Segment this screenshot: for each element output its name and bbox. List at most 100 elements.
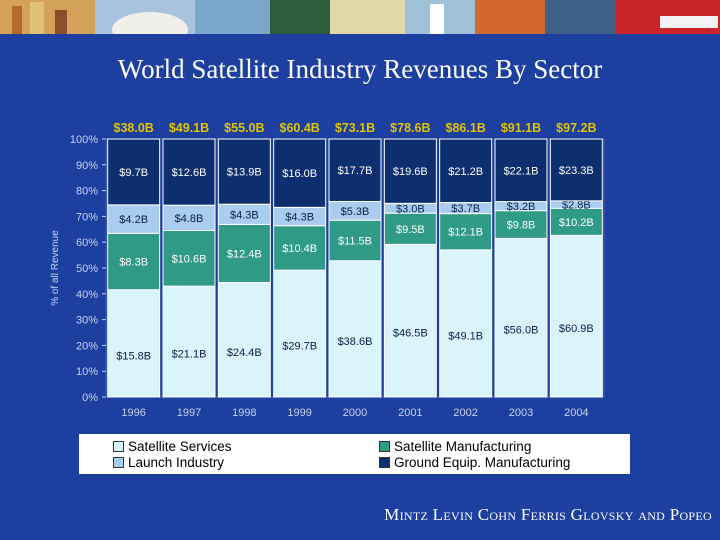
legend-item-launch-industry: Launch Industry bbox=[113, 455, 224, 470]
legend-swatch bbox=[113, 441, 124, 452]
segment-value-label: $10.4B bbox=[282, 243, 317, 255]
legend-label: Ground Equip. Manufacturing bbox=[394, 455, 571, 470]
legend-label: Satellite Manufacturing bbox=[394, 439, 532, 454]
x-tick-label: 2001 bbox=[398, 407, 422, 419]
bar-segment bbox=[383, 243, 437, 398]
bar-total-label: $60.4B bbox=[280, 121, 320, 135]
bar-segment bbox=[273, 138, 327, 208]
y-tick-label: 40% bbox=[76, 289, 98, 301]
bar-segment bbox=[439, 213, 493, 251]
segment-value-label: $3.7B bbox=[451, 203, 480, 215]
bar-total-label: $91.1B bbox=[501, 121, 541, 135]
segment-value-label: $3.2B bbox=[507, 201, 536, 213]
segment-value-label: $29.7B bbox=[282, 341, 317, 353]
y-tick-label: 70% bbox=[76, 211, 98, 223]
segment-value-label: $11.5B bbox=[338, 235, 372, 247]
segment-value-label: $12.1B bbox=[448, 227, 483, 239]
bar-segment bbox=[107, 232, 161, 291]
segment-value-label: $2.8B bbox=[562, 200, 591, 212]
bar-segment bbox=[328, 219, 382, 262]
legend-item-satellite-manufacturing: Satellite Manufacturing bbox=[379, 439, 531, 454]
x-tick-label: 1996 bbox=[121, 407, 145, 419]
bar-segment bbox=[549, 138, 603, 202]
bar-total-label: $73.1B bbox=[335, 121, 375, 135]
bar-segment bbox=[383, 212, 437, 245]
bar-segment bbox=[217, 138, 271, 205]
y-tick-label: 80% bbox=[76, 186, 98, 198]
bar-total-label: $78.6B bbox=[390, 121, 430, 135]
segment-value-label: $9.7B bbox=[119, 167, 148, 179]
bar-segment bbox=[494, 138, 548, 203]
segment-value-label: $8.3B bbox=[119, 257, 148, 269]
bar-segment bbox=[107, 204, 161, 234]
segment-value-label: $10.2B bbox=[559, 217, 594, 229]
x-tick-label: 1999 bbox=[287, 407, 311, 419]
bar-segment bbox=[494, 237, 548, 398]
y-tick-label: 30% bbox=[76, 315, 98, 327]
segment-value-label: $56.0B bbox=[504, 325, 539, 337]
segment-value-label: $10.6B bbox=[172, 253, 207, 265]
bar-segment bbox=[273, 225, 327, 271]
segment-value-label: $16.0B bbox=[282, 168, 317, 180]
segment-value-label: $21.1B bbox=[172, 349, 207, 361]
legend-item-satellite-services: Satellite Services bbox=[113, 439, 232, 454]
segment-value-label: $4.2B bbox=[119, 214, 148, 226]
bar-segment bbox=[439, 249, 493, 398]
y-tick-label: 20% bbox=[76, 340, 98, 352]
segment-value-label: $22.1B bbox=[504, 165, 539, 177]
bar-segment bbox=[328, 138, 382, 202]
bar-total-label: $38.0B bbox=[114, 121, 154, 135]
x-tick-label: 2003 bbox=[509, 407, 533, 419]
segment-value-label: $24.4B bbox=[227, 347, 262, 359]
legend-item-ground-equipment: Ground Equip. Manufacturing bbox=[379, 455, 570, 470]
bar-total-label: $49.1B bbox=[169, 121, 209, 135]
segment-value-label: $15.8B bbox=[116, 350, 151, 362]
segment-value-label: $23.3B bbox=[559, 165, 594, 177]
chart-legend: Satellite Services Launch Industry Satel… bbox=[79, 434, 630, 474]
bar-segment bbox=[328, 260, 382, 398]
bar-segment bbox=[549, 207, 603, 236]
legend-label: Launch Industry bbox=[128, 455, 225, 470]
y-tick-label: 50% bbox=[76, 263, 98, 275]
segment-value-label: $38.6B bbox=[338, 336, 373, 348]
segment-value-label: $17.7B bbox=[338, 165, 373, 177]
bar-segment bbox=[162, 204, 216, 231]
segment-value-label: $3.0B bbox=[396, 203, 425, 215]
y-tick-label: 10% bbox=[76, 366, 98, 378]
bar-total-label: $55.0B bbox=[224, 121, 264, 135]
bar-segment bbox=[107, 289, 161, 398]
segment-value-label: $12.6B bbox=[172, 167, 207, 179]
segment-value-label: $9.8B bbox=[507, 220, 536, 232]
bar-segment bbox=[217, 282, 271, 398]
firm-name-footer: Mintz Levin Cohn Ferris Glovsky and Pope… bbox=[384, 505, 712, 524]
bar-segment bbox=[549, 234, 603, 398]
y-tick-label: 0% bbox=[82, 392, 98, 404]
segment-value-label: $13.9B bbox=[227, 167, 262, 179]
legend-swatch bbox=[379, 441, 390, 452]
segment-value-label: $4.3B bbox=[285, 212, 314, 224]
bar-segment bbox=[162, 229, 216, 287]
segment-value-label: $4.8B bbox=[175, 213, 204, 225]
y-tick-label: 100% bbox=[70, 134, 98, 146]
bar-total-label: $86.1B bbox=[446, 121, 486, 135]
bar-segment bbox=[217, 223, 271, 284]
legend-swatch bbox=[113, 457, 124, 468]
x-tick-label: 2002 bbox=[453, 407, 477, 419]
x-tick-label: 2000 bbox=[343, 407, 367, 419]
segment-value-label: $60.9B bbox=[559, 323, 594, 335]
segment-value-label: $46.5B bbox=[393, 328, 428, 340]
segment-value-label: $5.3B bbox=[341, 206, 370, 218]
segment-value-label: $21.2B bbox=[448, 166, 483, 178]
x-tick-label: 2004 bbox=[564, 407, 588, 419]
y-tick-label: 90% bbox=[76, 160, 98, 172]
bar-segment bbox=[439, 138, 493, 204]
legend-label: Satellite Services bbox=[128, 439, 232, 454]
bar-segment bbox=[162, 138, 216, 206]
y-axis-label: % of all Revenue bbox=[50, 230, 61, 306]
bar-total-label: $97.2B bbox=[556, 121, 596, 135]
header-photo-banner bbox=[0, 0, 720, 34]
segment-value-label: $19.6B bbox=[393, 166, 428, 178]
bar-segment bbox=[162, 285, 216, 398]
segment-value-label: $49.1B bbox=[448, 330, 483, 342]
